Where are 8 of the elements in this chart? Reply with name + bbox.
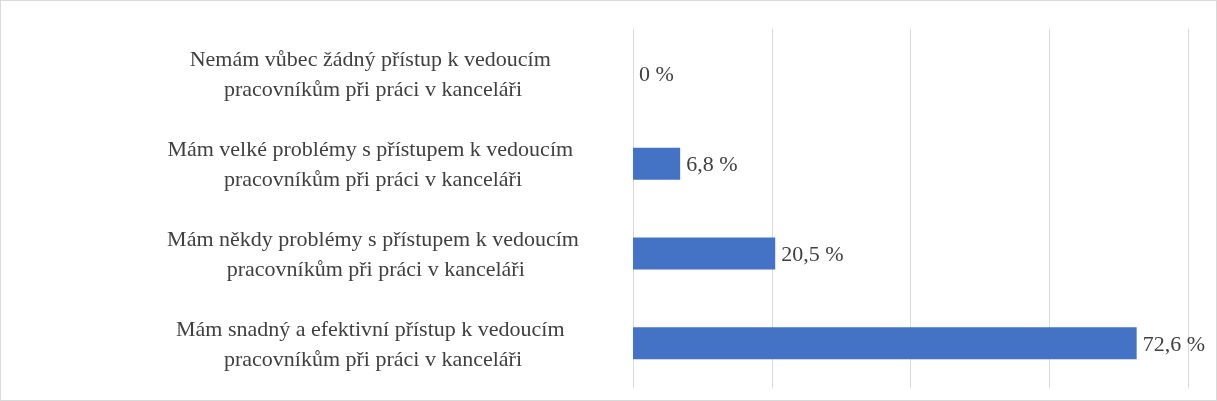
y-tick-label: Mám velké problémy s přístupem k vedoucím pracovníkům při práci v kanceláři <box>167 136 579 192</box>
y-tick-label: Mám snadný a efektivní přístup k vedoucím pracovníkům při práci v kanceláři <box>175 315 571 371</box>
y-tick-label: Nemám vůbec žádný přístup k vedoucím pracovníkům při práci v kanceláři <box>189 46 557 102</box>
y-tick-label: Mám někdy problémy s přístupem k vedoucím pracovníkům při práci v kanceláři <box>167 225 579 281</box>
data-label: 6,8 % <box>686 151 738 177</box>
data-label: 20,5 % <box>781 240 844 266</box>
data-label: 72,6 % <box>1142 330 1205 356</box>
data-label: 0 % <box>639 61 674 87</box>
